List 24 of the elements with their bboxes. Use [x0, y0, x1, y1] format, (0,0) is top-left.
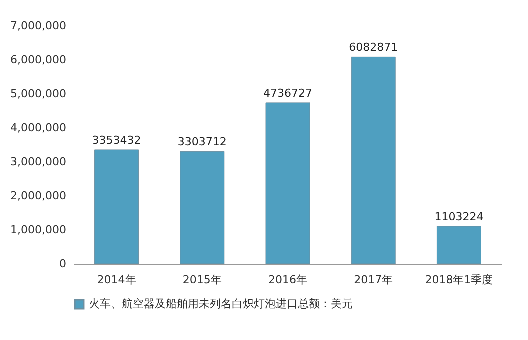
bar: [180, 151, 225, 264]
y-tick-label: 1,000,000: [10, 224, 66, 236]
x-tick-label: 2016年: [268, 274, 308, 286]
y-tick-label: 4,000,000: [10, 122, 66, 134]
bar: [436, 226, 482, 264]
data-label: 3303712: [178, 136, 227, 149]
y-tick-label: 2,000,000: [10, 190, 66, 202]
y-tick-label: 3,000,000: [10, 156, 66, 168]
y-tick-label: 5,000,000: [10, 88, 66, 100]
bar: [266, 102, 310, 264]
x-tick-label: 2014年: [97, 274, 136, 286]
x-tick-label: 2018年1季度: [425, 274, 494, 286]
y-tick-label: 6,000,000: [10, 54, 66, 66]
y-tick-label: 0: [60, 258, 66, 270]
x-tick-label: 2017年: [354, 274, 394, 286]
bar: [351, 56, 396, 264]
x-tick-label: 2015年: [182, 274, 222, 286]
y-tick-label: 7,000,000: [10, 20, 66, 32]
bar: [94, 150, 140, 264]
legend-label: 火车、航空器及船舶用未列名白炽灯泡进口总额：美元: [89, 298, 353, 310]
data-label: 1103224: [434, 210, 484, 224]
data-label: 6082871: [349, 41, 398, 54]
data-label: 4736727: [264, 86, 312, 100]
data-label: 3353432: [92, 134, 142, 147]
